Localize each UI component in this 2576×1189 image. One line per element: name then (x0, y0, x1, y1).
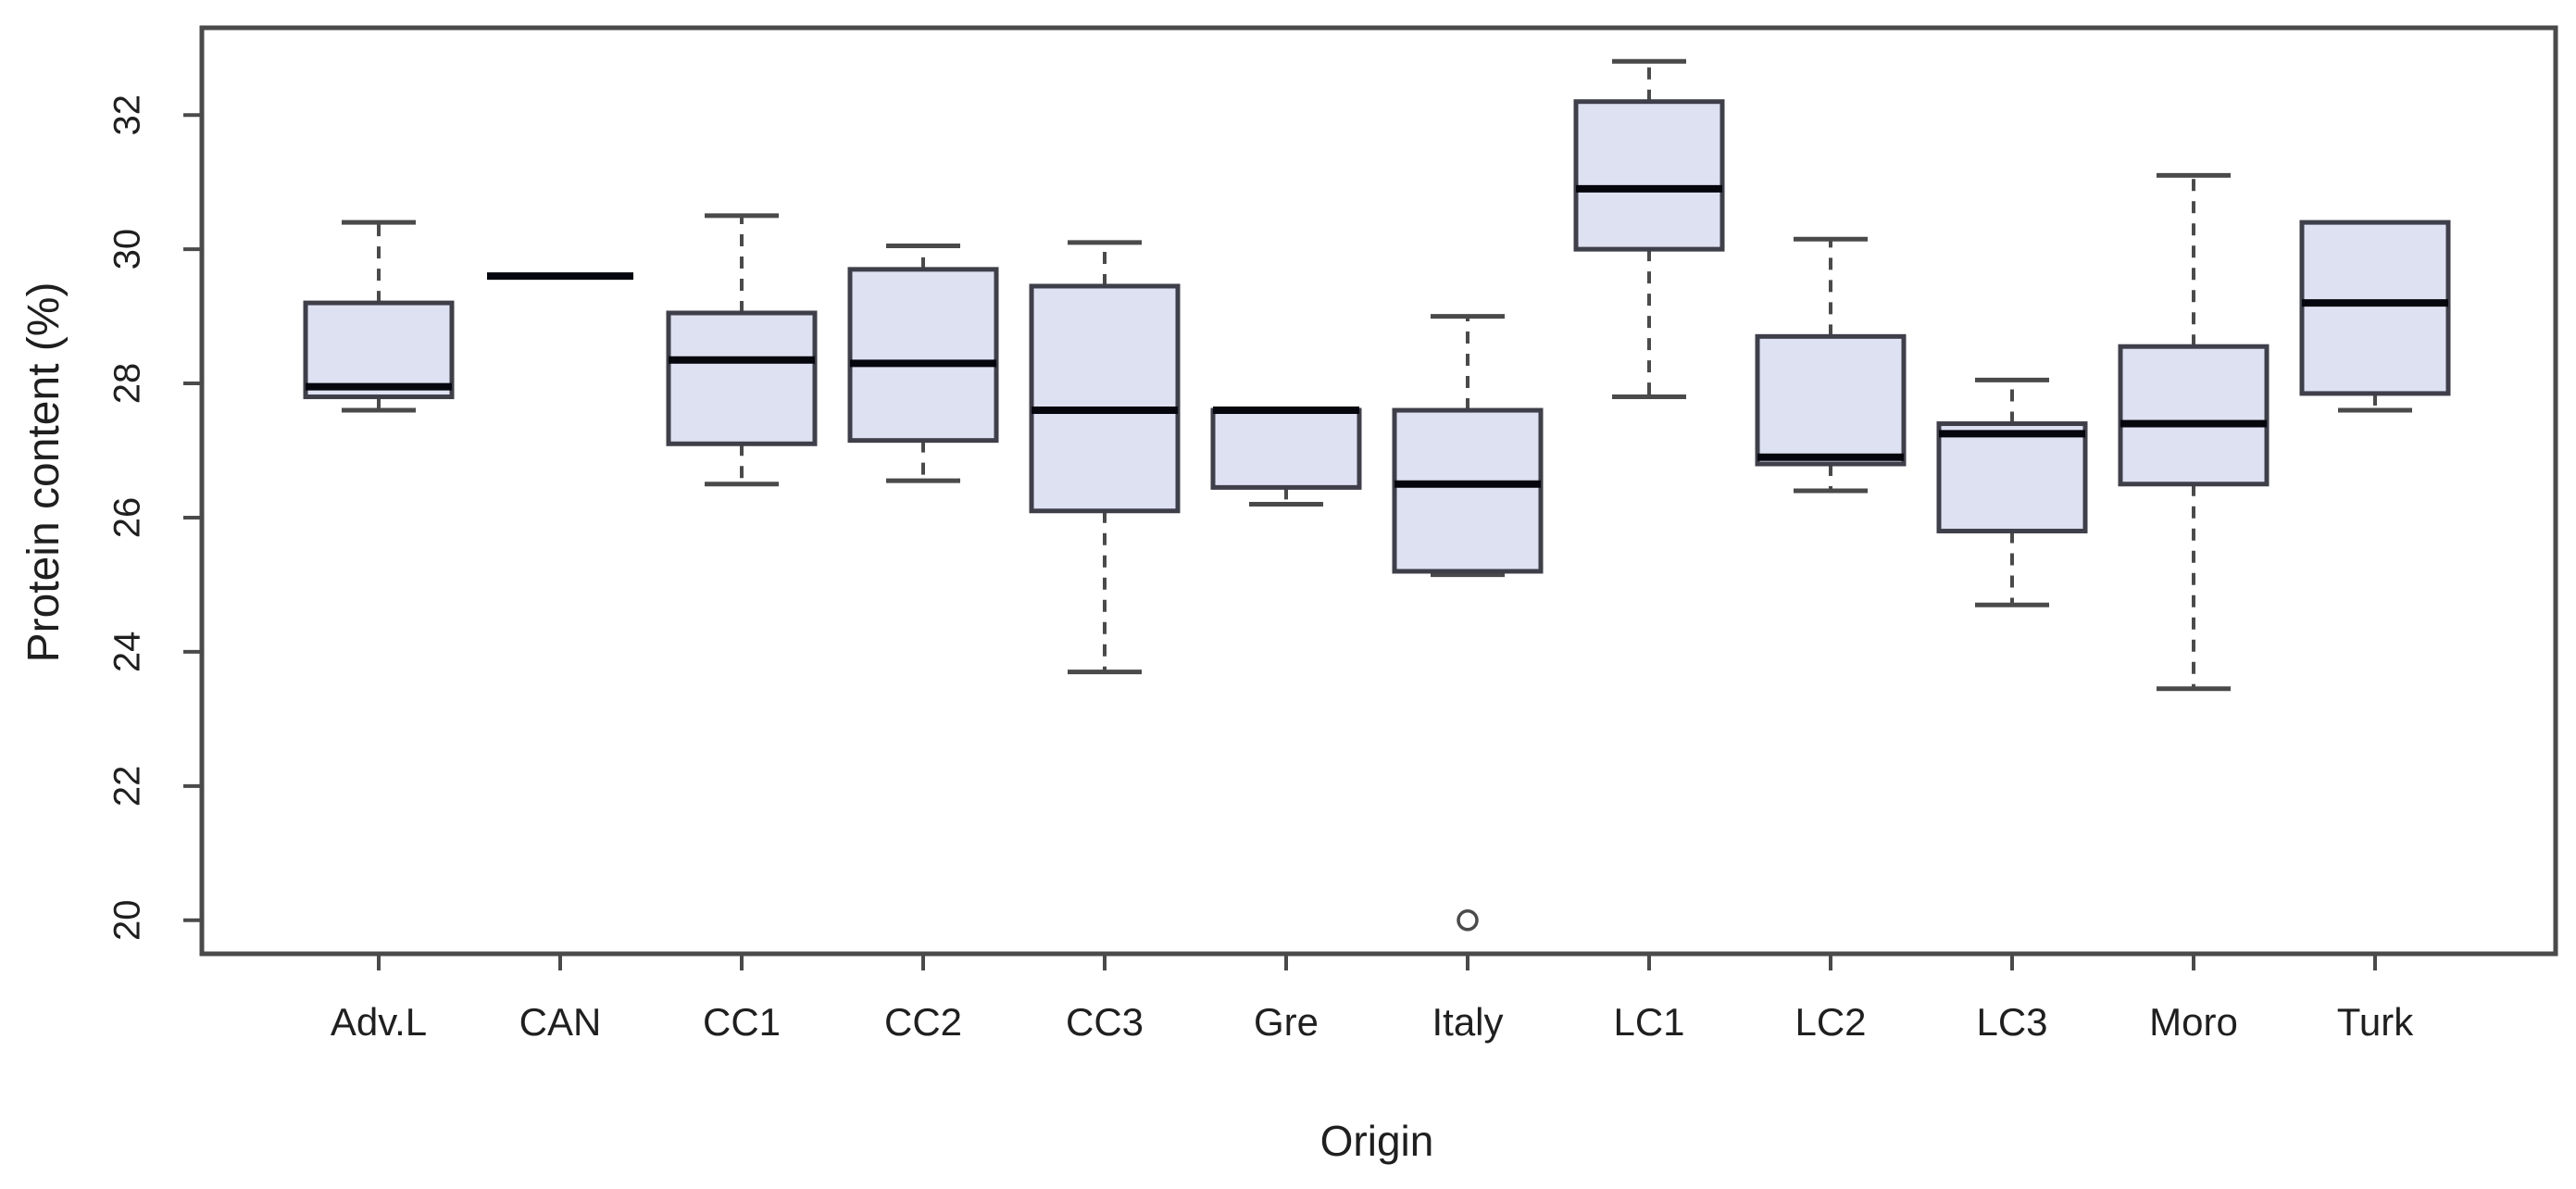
x-tick-label: Turk (2337, 1000, 2414, 1044)
box-Adv.L (303, 300, 455, 400)
box-Moro (2118, 344, 2270, 487)
y-tick-label: 28 (107, 363, 148, 405)
y-tick-label: 22 (107, 766, 148, 807)
x-tick-label: LC3 (1976, 1000, 2047, 1044)
box-CC1 (666, 310, 818, 446)
box-LC2 (1755, 333, 1907, 467)
y-tick-label: 30 (107, 229, 148, 270)
x-tick-label: CC2 (884, 1000, 962, 1044)
x-tick-label: CC1 (703, 1000, 781, 1044)
y-tick-label: 24 (107, 632, 148, 673)
y-tick-label: 32 (107, 94, 148, 136)
plot-border (199, 25, 2558, 957)
box-Turk (2299, 219, 2451, 396)
x-tick-label: LC2 (1794, 1000, 1866, 1044)
x-tick-label: Moro (2149, 1000, 2238, 1044)
box-CC2 (847, 267, 999, 444)
x-tick-label: Italy (1432, 1000, 1503, 1044)
y-tick-label: 26 (107, 497, 148, 539)
box-LC1 (1573, 99, 1725, 252)
x-tick-label: CC3 (1066, 1000, 1144, 1044)
box-Gre (1210, 407, 1362, 490)
box-CC3 (1029, 283, 1181, 514)
outlier-Italy (1457, 909, 1479, 932)
x-tick-label: CAN (519, 1000, 602, 1044)
x-tick-label: LC1 (1613, 1000, 1684, 1044)
box-Italy (1392, 407, 1544, 574)
box-LC3 (1936, 421, 2088, 533)
y-axis-title: Protein content (%) (19, 282, 69, 663)
y-tick-label: 20 (107, 900, 148, 942)
x-tick-label: Adv.L (331, 1000, 427, 1044)
x-tick-label: Gre (1254, 1000, 1319, 1044)
x-axis-title: Origin (1320, 1117, 1434, 1165)
